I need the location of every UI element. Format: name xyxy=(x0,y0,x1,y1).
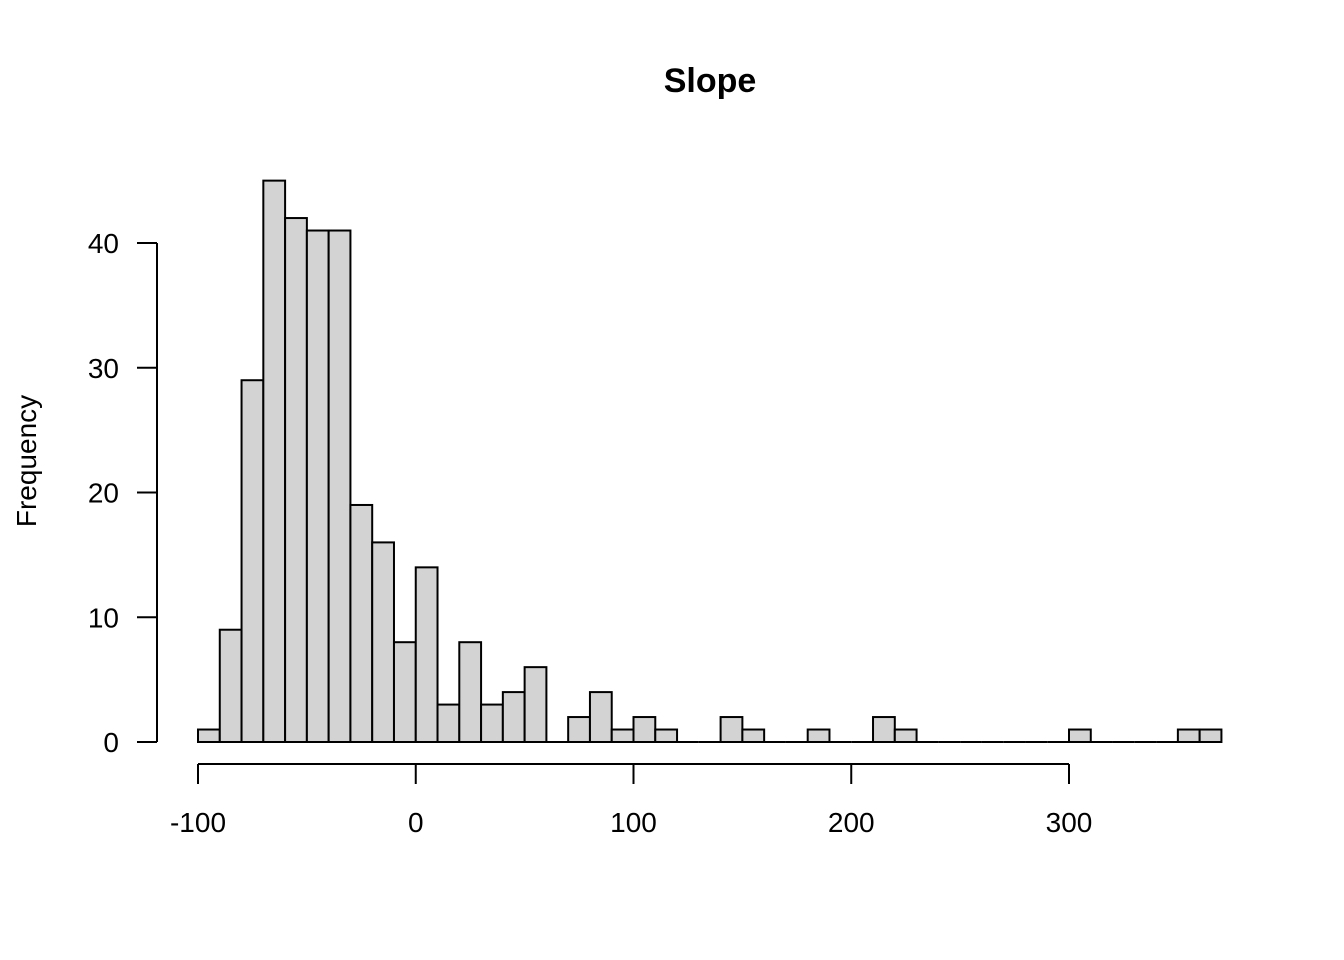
histogram-bar xyxy=(588,691,613,743)
histogram-bar xyxy=(305,229,330,743)
histogram-bar xyxy=(284,217,308,744)
x-tick-label: 300 xyxy=(1046,807,1093,838)
histogram-bar xyxy=(480,703,504,744)
histogram-bar xyxy=(1176,728,1201,744)
bars-group xyxy=(197,179,1223,744)
histogram-bar xyxy=(327,229,352,743)
x-tick-label: 200 xyxy=(828,807,875,838)
histogram-bar xyxy=(632,716,657,743)
y-tick-label: 20 xyxy=(88,478,119,509)
histogram-bar xyxy=(872,716,896,743)
histogram-bar xyxy=(893,728,918,744)
histogram-bar xyxy=(197,728,221,744)
histogram-bar xyxy=(501,691,526,743)
histogram-bar xyxy=(349,503,374,743)
histogram-bar xyxy=(262,179,287,743)
histogram-bar xyxy=(610,728,635,744)
histogram-bar xyxy=(436,703,461,744)
histogram-bar xyxy=(741,728,766,744)
x-tick-label: -100 xyxy=(170,807,226,838)
histogram-bar xyxy=(458,641,483,744)
histogram-bar xyxy=(1198,728,1223,744)
histogram-bar xyxy=(719,716,744,743)
y-tick-label: 0 xyxy=(103,727,119,758)
y-axis-title: Frequency xyxy=(11,395,42,527)
y-tick-label: 30 xyxy=(88,353,119,384)
histogram-bar xyxy=(654,728,679,744)
chart-title: Slope xyxy=(664,62,757,100)
histogram-bar xyxy=(392,641,417,744)
histogram-bar xyxy=(806,728,831,744)
y-tick-label: 40 xyxy=(88,228,119,259)
histogram-bar xyxy=(414,566,439,743)
histogram-bar xyxy=(567,716,591,743)
x-axis: -100 0 100 200 300 xyxy=(170,763,1093,838)
histogram-bar xyxy=(240,379,265,743)
histogram-bar xyxy=(218,628,243,743)
histogram-bar xyxy=(523,666,548,744)
histogram-bar xyxy=(371,541,395,744)
histogram-bar xyxy=(1068,728,1092,744)
x-tick-label: 100 xyxy=(610,807,657,838)
y-axis: 0 10 20 30 40 xyxy=(88,228,158,758)
y-tick-label: 10 xyxy=(88,602,119,633)
x-tick-label: 0 xyxy=(408,807,424,838)
